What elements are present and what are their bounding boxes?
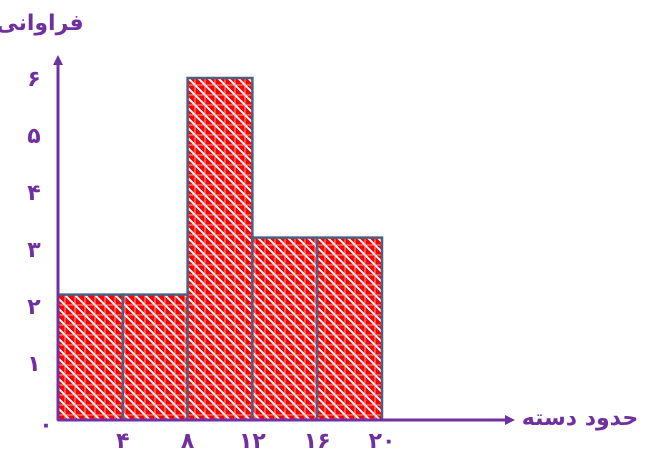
- bars-group: [56, 76, 384, 422]
- histogram-bar: [251, 236, 319, 422]
- y-axis-title: فراوانی: [0, 11, 84, 36]
- histogram-bar: [186, 76, 254, 422]
- y-tick-label: ۶: [27, 67, 40, 92]
- y-tick-label: ۳: [27, 238, 41, 263]
- y-tick-label: ۲: [27, 295, 41, 320]
- x-tick-label: ۱۲: [239, 429, 266, 453]
- histogram-bar: [56, 293, 125, 422]
- origin-label: ۰: [39, 413, 52, 438]
- x-tick-label: ۲۰: [369, 429, 396, 453]
- y-tick-label: ۵: [27, 124, 40, 149]
- y-tick-label: ۴: [27, 181, 40, 206]
- y-tick-label: ۱: [27, 352, 40, 377]
- histogram-bar: [121, 293, 189, 422]
- x-tick-labels: ۴ ۸ ۱۲ ۱۶ ۲۰: [116, 429, 395, 453]
- histogram-bar: [315, 236, 384, 422]
- x-tick-label: ۴: [116, 429, 129, 453]
- x-axis-title: حدود دسته: [522, 406, 638, 431]
- x-tick-label: ۱۶: [304, 429, 331, 453]
- y-tick-labels: ۱ ۲ ۳ ۴ ۵ ۶: [27, 67, 41, 377]
- x-tick-label: ۸: [181, 429, 195, 453]
